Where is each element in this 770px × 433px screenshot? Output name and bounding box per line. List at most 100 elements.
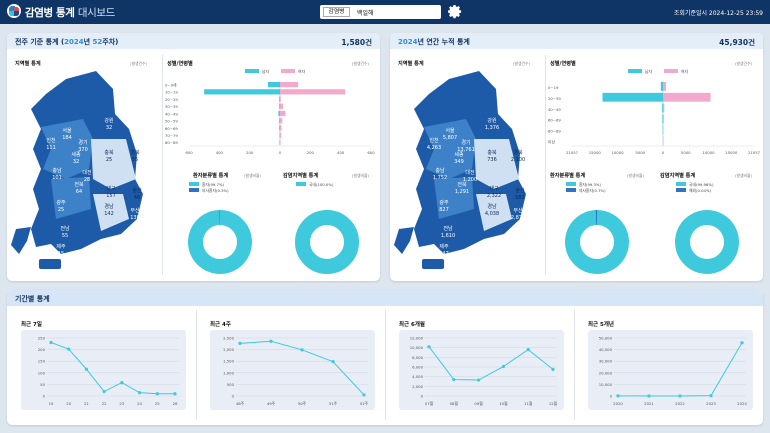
region-name-label: 전북 xyxy=(457,181,467,188)
female-bar xyxy=(280,139,281,145)
pyramid-tick-label: 10000 xyxy=(702,150,715,155)
region-value-label: 101 xyxy=(52,175,62,181)
data-point[interactable] xyxy=(551,367,555,372)
region-value-label: 25 xyxy=(58,207,64,213)
female-bar xyxy=(663,82,667,91)
data-point[interactable] xyxy=(740,341,744,345)
male-bar xyxy=(660,82,663,91)
weekly-total: 1,580건 xyxy=(341,37,372,47)
weekly-region-title: 지역별 통계 xyxy=(15,61,41,67)
chart-7d-title: 최근 7일 xyxy=(21,322,42,328)
disease-select[interactable]: 감염병 백일해 xyxy=(320,5,441,19)
y-tick-label: 10,000 xyxy=(410,345,424,350)
data-point[interactable] xyxy=(709,394,713,398)
legend-label-female: 여자 xyxy=(298,69,305,74)
x-tick-label: 2020 xyxy=(613,401,623,406)
x-tick-label: 12월 xyxy=(549,401,558,406)
data-point[interactable] xyxy=(120,381,124,385)
region-name-label: 대전 xyxy=(465,169,475,176)
region-value-label: 142 xyxy=(104,211,114,217)
data-point[interactable] xyxy=(49,340,53,345)
chart-4w-panel: 2,500 2,000 1,500 1,000 500 0 48주 49주 50주 51주 52주 xyxy=(210,330,375,410)
data-point[interactable] xyxy=(331,360,335,364)
male-bar xyxy=(278,110,280,117)
x-tick-label: 2021 xyxy=(644,401,654,406)
series-line xyxy=(428,346,554,381)
legend-label-female: 여자 xyxy=(681,69,688,74)
pyramid-tick-label: 400 xyxy=(216,150,224,155)
y-tick-label: 0 xyxy=(43,394,46,399)
region-value-label: 349 xyxy=(454,159,464,165)
data-point[interactable] xyxy=(155,392,159,396)
female-bar xyxy=(280,96,281,102)
age-group-label: 0~9세 xyxy=(165,82,177,87)
annual-infect-unit: (발생비율) xyxy=(735,173,752,178)
region-value-label: 2,878 xyxy=(511,215,525,221)
region-name-label: 전북 xyxy=(74,181,84,188)
donut-slice xyxy=(219,210,220,226)
donut-slice xyxy=(565,210,629,274)
region-name-label: 충남 xyxy=(52,167,62,174)
legend-label-male: 남자 xyxy=(262,69,269,74)
y-tick-label: 1,500 xyxy=(223,359,234,364)
region-value-label: 827 xyxy=(439,207,449,213)
age-group-label: 10~19 xyxy=(165,90,178,95)
x-tick-label: 08월 xyxy=(450,401,459,406)
period-card-title: 기간별 통계 xyxy=(15,295,50,303)
data-point[interactable] xyxy=(526,348,530,352)
x-tick-label: 09월 xyxy=(474,401,483,406)
data-point[interactable] xyxy=(137,391,142,395)
data-point[interactable] xyxy=(300,348,304,352)
female-bar xyxy=(280,103,284,109)
gear-icon[interactable] xyxy=(448,4,463,19)
donut-slice xyxy=(675,210,739,274)
pyramid-tick-label: 5000 xyxy=(635,150,645,155)
age-group-label: 60~69 xyxy=(548,118,561,123)
data-point[interactable] xyxy=(67,347,71,351)
x-tick-label: 2023 xyxy=(706,401,716,406)
data-point[interactable] xyxy=(84,367,89,371)
female-bar xyxy=(663,103,665,113)
x-tick-label: 52주 xyxy=(360,401,369,406)
region-name-label: 강원 xyxy=(487,117,497,124)
pyramid-tick-label: 600 xyxy=(185,150,193,155)
male-bar xyxy=(204,89,280,95)
region-name-label: 전남 xyxy=(443,225,453,232)
data-point[interactable] xyxy=(102,389,106,394)
y-tick-label: 50,000 xyxy=(599,336,613,341)
data-point[interactable] xyxy=(647,394,651,398)
data-point[interactable] xyxy=(678,394,682,398)
chart-6m-title: 최근 6개월 xyxy=(399,322,425,328)
data-point[interactable] xyxy=(501,364,505,369)
data-point[interactable] xyxy=(616,394,620,398)
series-line xyxy=(50,341,175,395)
weekly-region-map: 강원32서울184인천111경기370세종32충북25경북55충남101대전28… xyxy=(11,71,143,269)
male-bar xyxy=(662,125,664,135)
y-tick-label: 500 xyxy=(227,382,235,387)
data-point[interactable] xyxy=(269,339,273,343)
data-point[interactable] xyxy=(427,345,431,349)
weekly-patient-unit: (발생비율) xyxy=(244,173,261,178)
data-point[interactable] xyxy=(173,392,177,396)
data-point[interactable] xyxy=(362,393,366,397)
x-tick-label: 48주 xyxy=(236,401,245,406)
donut-legend-label: 해외(0.04%) xyxy=(689,188,712,193)
legend-label-male: 남자 xyxy=(645,69,652,74)
region-name-label: 제주 xyxy=(439,243,449,250)
y-tick-label: 2,000 xyxy=(223,347,234,352)
y-tick-label: 1,000 xyxy=(223,370,234,375)
region-value-label: 1,376 xyxy=(485,125,499,131)
region-value-label: 138 xyxy=(130,215,140,221)
y-tick-label: 2,000 xyxy=(412,384,423,389)
donut-legend-swatch xyxy=(676,182,686,186)
dashboard-title: 감염병 통계 대시보드 xyxy=(25,7,115,19)
region-value-label: 370 xyxy=(78,147,88,153)
age-group-label: 40~49 xyxy=(165,111,178,116)
region-value-label: 28 xyxy=(84,177,90,183)
data-point[interactable] xyxy=(238,341,242,345)
annual-total: 45,930건 xyxy=(719,37,755,47)
data-point[interactable] xyxy=(452,377,456,382)
period-stats-card: 기간별 통계 최근 7일 최근 4주 최근 6개월 최근 5개년 250 200 1… xyxy=(7,290,763,425)
data-point[interactable] xyxy=(477,378,481,382)
